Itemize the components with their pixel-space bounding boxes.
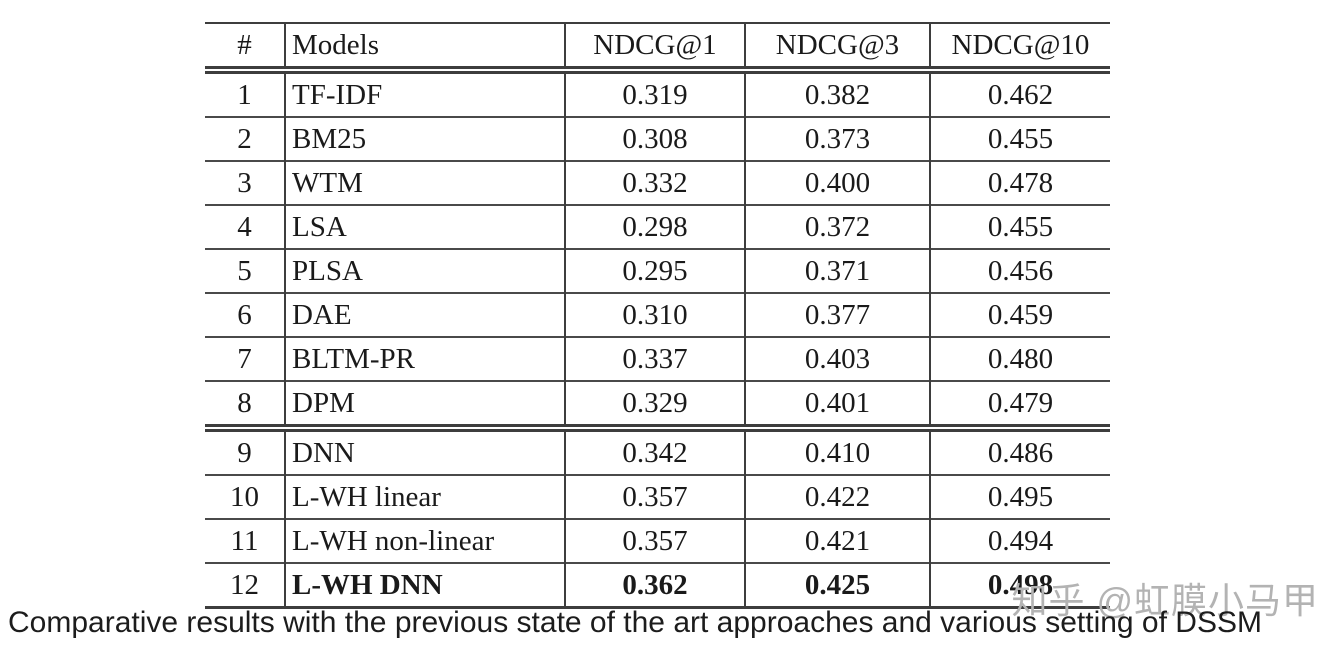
cell-ndcg1: 0.332: [564, 161, 745, 205]
cell-ndcg1: 0.329: [564, 381, 745, 428]
results-table: # Models NDCG@1 NDCG@3 NDCG@10 1 TF-IDF …: [205, 22, 1110, 609]
cell-ndcg3: 0.372: [744, 205, 930, 249]
cell-ndcg3: 0.410: [744, 428, 930, 475]
cell-ndcg3: 0.425: [744, 563, 930, 608]
cell-ndcg1: 0.337: [564, 337, 745, 381]
table-row: 6 DAE 0.310 0.377 0.459: [205, 293, 1110, 337]
col-header-num: #: [237, 28, 252, 61]
cell-model: DNN: [284, 428, 565, 475]
cell-model: BM25: [284, 117, 565, 161]
cell-ndcg10: 0.456: [929, 249, 1110, 293]
cell-num: 9: [237, 436, 252, 469]
cell-num: 4: [237, 210, 252, 243]
cell-ndcg10: 0.455: [929, 205, 1110, 249]
cell-ndcg1: 0.310: [564, 293, 745, 337]
cell-ndcg3: 0.373: [744, 117, 930, 161]
col-header-ndcg1: NDCG@1: [564, 23, 745, 70]
col-header-ndcg3: NDCG@3: [744, 23, 930, 70]
cell-ndcg10: 0.480: [929, 337, 1110, 381]
table-header-row: # Models NDCG@1 NDCG@3 NDCG@10: [205, 23, 1110, 70]
cell-model: TF-IDF: [284, 70, 565, 117]
cell-num: 7: [237, 342, 252, 375]
col-header-models: Models: [284, 23, 565, 70]
table-row: 3 WTM 0.332 0.400 0.478: [205, 161, 1110, 205]
cell-ndcg3: 0.371: [744, 249, 930, 293]
cell-ndcg10: 0.455: [929, 117, 1110, 161]
cell-model: L-WH non-linear: [284, 519, 565, 563]
cell-ndcg1: 0.357: [564, 519, 745, 563]
cell-ndcg3: 0.403: [744, 337, 930, 381]
table-row: 2 BM25 0.308 0.373 0.455: [205, 117, 1110, 161]
table-row: 10 L-WH linear 0.357 0.422 0.495: [205, 475, 1110, 519]
cell-ndcg3: 0.421: [744, 519, 930, 563]
table-row: 8 DPM 0.329 0.401 0.479: [205, 381, 1110, 428]
table-row: 1 TF-IDF 0.319 0.382 0.462: [205, 70, 1110, 117]
col-header-ndcg10: NDCG@10: [929, 23, 1110, 70]
cell-ndcg3: 0.382: [744, 70, 930, 117]
cell-num: 8: [237, 386, 252, 419]
cell-num: 3: [237, 166, 252, 199]
cell-model: L-WH linear: [284, 475, 565, 519]
table-row: 11 L-WH non-linear 0.357 0.421 0.494: [205, 519, 1110, 563]
cell-ndcg1: 0.298: [564, 205, 745, 249]
cell-ndcg10: 0.462: [929, 70, 1110, 117]
cell-ndcg10: 0.459: [929, 293, 1110, 337]
cell-num: 10: [230, 480, 259, 513]
cell-ndcg10: 0.498: [929, 563, 1110, 608]
cell-num: 2: [237, 122, 252, 155]
cell-model: DAE: [284, 293, 565, 337]
cell-ndcg1: 0.362: [564, 563, 745, 608]
cell-model: LSA: [284, 205, 565, 249]
cell-num: 12: [230, 568, 259, 601]
table-caption: Comparative results with the previous st…: [8, 606, 1262, 639]
zhihu-watermark: 知乎 @虹膜小马甲: [1011, 580, 1319, 621]
cell-ndcg3: 0.401: [744, 381, 930, 428]
cell-ndcg10: 0.479: [929, 381, 1110, 428]
cell-num: 11: [230, 524, 259, 557]
cell-ndcg10: 0.486: [929, 428, 1110, 475]
table-row-best: 12 L-WH DNN 0.362 0.425 0.498: [205, 563, 1110, 608]
cell-model: DPM: [284, 381, 565, 428]
cell-model: WTM: [284, 161, 565, 205]
table-row: 5 PLSA 0.295 0.371 0.456: [205, 249, 1110, 293]
cell-model: PLSA: [284, 249, 565, 293]
cell-num: 1: [237, 78, 252, 111]
cell-ndcg10: 0.495: [929, 475, 1110, 519]
cell-ndcg1: 0.342: [564, 428, 745, 475]
cell-num: 5: [237, 254, 252, 287]
cell-ndcg10: 0.494: [929, 519, 1110, 563]
cell-ndcg1: 0.308: [564, 117, 745, 161]
cell-num: 6: [237, 298, 252, 331]
cell-ndcg1: 0.295: [564, 249, 745, 293]
cell-ndcg3: 0.400: [744, 161, 930, 205]
cell-ndcg3: 0.422: [744, 475, 930, 519]
cell-model: BLTM-PR: [284, 337, 565, 381]
cell-ndcg10: 0.478: [929, 161, 1110, 205]
cell-ndcg1: 0.357: [564, 475, 745, 519]
table-row: 9 DNN 0.342 0.410 0.486: [205, 428, 1110, 475]
cell-ndcg3: 0.377: [744, 293, 930, 337]
cell-ndcg1: 0.319: [564, 70, 745, 117]
table-row: 7 BLTM-PR 0.337 0.403 0.480: [205, 337, 1110, 381]
table-row: 4 LSA 0.298 0.372 0.455: [205, 205, 1110, 249]
cell-model: L-WH DNN: [284, 563, 565, 608]
